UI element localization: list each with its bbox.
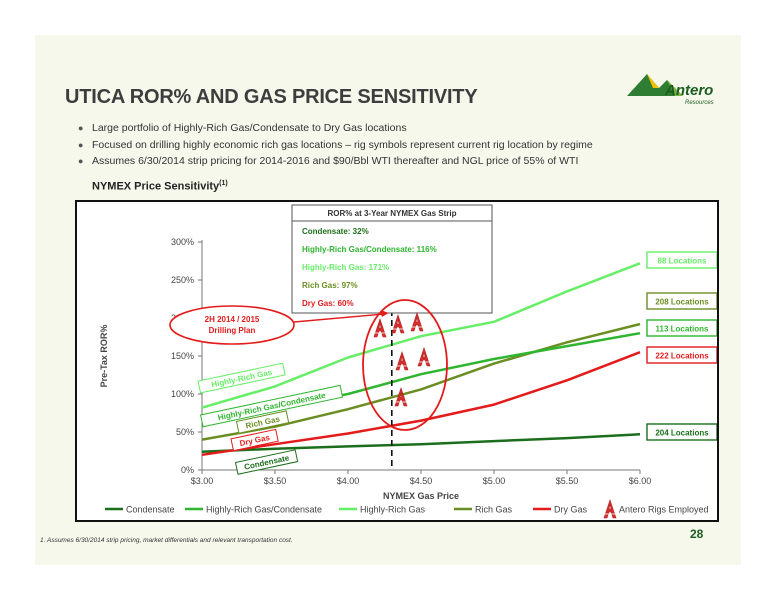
chart-subhead: NYMEX Price Sensitivity(1) (92, 180, 228, 193)
drilling-plan-callout-line2: Drilling Plan (209, 326, 256, 335)
info-box-line: Highly-Rich Gas: 171% (302, 263, 389, 272)
locations-label-box (646, 346, 717, 364)
ror-sensitivity-chart: 0%50%100%150%200%250%300%$3.00$3.50$4.00… (99, 204, 717, 519)
rig-icon-shape (373, 318, 387, 338)
locations-label-box (646, 292, 717, 310)
x-tick-label: $6.00 (629, 476, 652, 486)
info-box-line: Dry Gas: 60% (302, 299, 354, 308)
legend-label: Condensate (126, 505, 175, 515)
callout-pointer (293, 313, 384, 323)
footnote: 1. Assumes 6/30/2014 strip pricing, mark… (40, 537, 293, 544)
y-tick-label: 250% (171, 275, 194, 285)
locations-label: 208 Locations (655, 298, 709, 307)
x-tick-label: $4.50 (410, 476, 433, 486)
y-tick-label: 100% (171, 389, 194, 399)
page-number: 28 (690, 527, 704, 541)
info-box-line: Rich Gas: 97% (302, 281, 358, 290)
y-axis-title: Pre-Tax ROR% (99, 325, 109, 388)
rig-icon-shape (395, 351, 409, 371)
rig-icon-shape (410, 312, 424, 332)
locations-label: 88 Locations (658, 257, 707, 266)
y-tick-label: 150% (171, 351, 194, 361)
subhead-text: NYMEX Price Sensitivity (92, 180, 220, 193)
series-tag: Rich Gas (235, 410, 290, 434)
rig-icon-shape (417, 347, 431, 367)
locations-label-box (646, 423, 717, 441)
subhead-footnote-marker: (1) (219, 180, 228, 187)
bullet-item: Large portfolio of Highly-Rich Gas/Conde… (78, 120, 593, 137)
legend-rig-icon (603, 499, 617, 519)
x-tick-label: $5.00 (483, 476, 506, 486)
rig-icon-shape (391, 314, 405, 334)
info-box-title: ROR% at 3-Year NYMEX Gas Strip (328, 209, 457, 218)
rig-icon (391, 314, 405, 334)
x-tick-label: $3.00 (191, 476, 214, 486)
drilling-plan-callout-line1: 2H 2014 / 2015 (205, 315, 260, 324)
callout-arrowhead (380, 310, 389, 317)
locations-label-box (646, 319, 717, 337)
series-tag: Dry Gas (230, 428, 279, 452)
locations-label: 222 Locations (655, 352, 709, 361)
locations-label-box (646, 251, 717, 269)
rig-icon (417, 347, 431, 367)
series-tag-box (200, 384, 344, 428)
info-box-line: Highly-Rich Gas/Condensate: 116% (302, 245, 437, 254)
x-tick-label: $5.50 (556, 476, 579, 486)
x-tick-label: $3.50 (264, 476, 287, 486)
bullet-item: Focused on drilling highly economic rich… (78, 137, 593, 154)
x-axis-title: NYMEX Gas Price (383, 491, 459, 501)
logo-text: Antero (664, 82, 713, 99)
series-tag-box (197, 362, 286, 394)
rig-icon (410, 312, 424, 332)
y-tick-label: 300% (171, 237, 194, 247)
series-line (201, 351, 641, 457)
legend-label: Antero Rigs Employed (619, 505, 709, 515)
series-tag: Condensate (234, 449, 299, 475)
y-tick-label: 50% (176, 427, 194, 437)
legend-label: Rich Gas (475, 505, 513, 515)
page-title: UTICA ROR% AND GAS PRICE SENSITIVITY (65, 86, 478, 108)
rig-icon-shape (394, 387, 408, 407)
legend-label: Highly-Rich Gas (360, 505, 426, 515)
rig-icon (395, 351, 409, 371)
chart-frame: 0%50%100%150%200%250%300%$3.00$3.50$4.00… (75, 200, 719, 522)
legend-label: Dry Gas (554, 505, 588, 515)
locations-label: 113 Locations (656, 325, 709, 334)
logo-subtext: Resources (685, 100, 714, 106)
info-box (291, 204, 493, 314)
x-tick-label: $4.00 (337, 476, 360, 486)
legend-label: Highly-Rich Gas/Condensate (206, 505, 322, 515)
antero-logo: Antero Resources (627, 74, 714, 106)
y-tick-label: 0% (181, 465, 194, 475)
rig-highlight-circle (362, 299, 448, 431)
series-tag-box (235, 410, 290, 434)
series-line (201, 433, 641, 454)
drilling-plan-callout (169, 305, 295, 345)
rig-icon (394, 387, 408, 407)
bullet-list: Large portfolio of Highly-Rich Gas/Conde… (78, 120, 593, 170)
rig-icon (373, 318, 387, 338)
locations-label: 204 Locations (655, 429, 709, 438)
series-tag-box (230, 428, 279, 452)
bullet-item: Assumes 6/30/2014 strip pricing for 2014… (78, 153, 593, 170)
series-tag-box (234, 449, 299, 475)
info-box-line: Condensate: 32% (302, 227, 369, 236)
series-line (201, 262, 641, 409)
rig-icon-shape (603, 499, 617, 519)
series-line (201, 322, 641, 441)
